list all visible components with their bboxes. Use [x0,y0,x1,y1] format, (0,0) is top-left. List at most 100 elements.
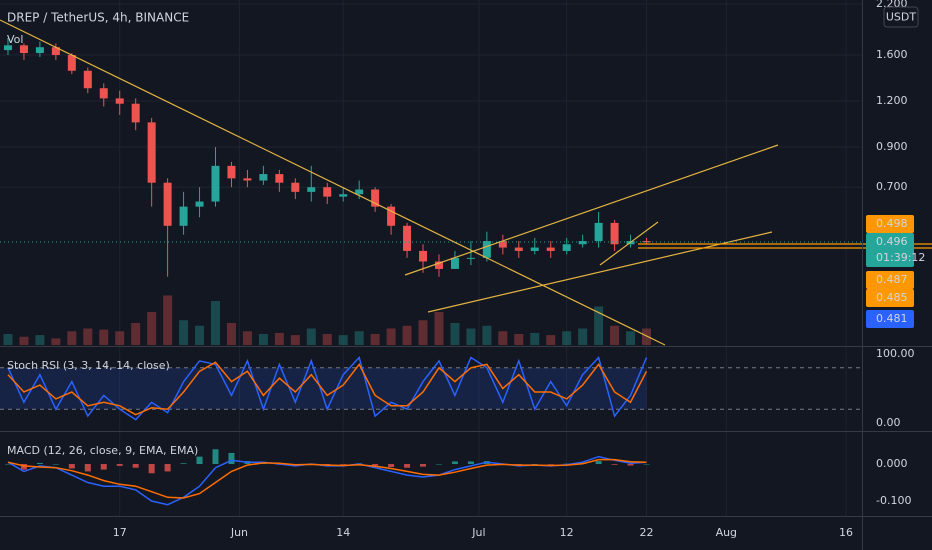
candle-body [51,47,60,56]
histogram-bar [420,464,427,467]
marks: 17 Jun 14 Jul 12 22 Aug 16 2.200 1.600 1.200 0.900 0… [3,0,915,539]
candle-body [482,241,491,258]
macd-title: MACD (12, 26, close, 9, EMA, EMA) [7,444,198,457]
volume-bar [274,332,284,345]
volume-bar [242,331,252,345]
candle-body [466,257,475,259]
volume-bar [19,336,29,345]
candle-body [147,122,156,183]
volume-bar [402,325,412,345]
volume-bar [434,312,444,345]
histogram-bar [100,464,107,470]
candle-body [19,45,28,54]
candle-body [291,182,300,192]
volume-bar [179,320,189,345]
candle-body [3,45,12,51]
y-tick-label: 100.00 [876,347,915,360]
price-tag [866,310,914,328]
histogram-bar [643,464,650,465]
volume-bar [163,295,173,345]
trend-line [0,19,666,346]
series-line [7,458,647,499]
candle-body [403,225,412,251]
volume-bar [338,335,348,345]
volume-bar [211,301,220,345]
candle-body [594,222,603,242]
histogram-bar [228,452,235,465]
histogram-bar [451,461,458,465]
currency-button[interactable] [883,6,919,28]
candle-body [179,206,188,226]
histogram-bar [52,464,59,465]
volume-label: Vol [7,33,23,46]
histogram-bar [164,464,171,472]
price-tag [866,289,914,307]
candle-body [99,88,108,99]
x-tick-label: 17 [113,526,127,539]
candle-body [195,201,204,207]
candle-body [35,47,44,54]
candle-body [546,247,555,251]
volume-bar [3,334,13,345]
y-tick-label: 0.900 [876,140,908,153]
y-tick-label: 1.600 [876,48,908,61]
candle-body [434,261,443,269]
price-tag [866,233,914,267]
histogram-bar [148,464,155,474]
volume-bar [578,328,588,345]
histogram-bar [180,463,187,465]
volume-bar [386,328,396,345]
volume-bar [466,328,476,345]
series-line [7,361,648,416]
volume-bar [642,328,651,345]
trend-line [404,144,779,276]
candle-body [530,247,539,251]
candle-body [514,247,523,251]
stoch-title: Stoch RSI (3, 3, 14, 14, close) [7,359,170,372]
candle-body [211,165,220,202]
volume-bar [354,331,364,345]
price-tags: 0.498 0.496 01:39:12 0.487 0.485 0.481 [866,215,925,328]
volume-bar [594,306,604,345]
countdown: 01:39:12 [876,251,925,264]
candle-body [578,241,587,245]
y-tick-label: -0.100 [876,494,911,507]
x-tick-label: 12 [560,526,574,539]
x-tick-label: Aug [716,526,737,539]
histogram-bar [547,464,554,465]
volume-bar [290,335,300,345]
x-tick-label: Jul [471,526,485,539]
candle-body [259,174,268,181]
trend-line [599,221,659,266]
volume-bar [147,312,157,345]
candle-body [275,174,284,183]
x-tick-label: 16 [839,526,853,539]
price-tag-label: 0.481 [876,312,908,325]
volume-bar [370,334,380,345]
x-tick-label: Jun [230,526,248,539]
currency-label[interactable]: USDT [886,11,917,24]
y-tick-label: 1.200 [876,94,908,107]
volume-bar [83,328,93,345]
volume-bar [514,334,524,345]
candle-body [562,244,571,251]
candle-body [610,222,619,245]
price-tag-label: 0.496 [876,235,908,248]
candle-body [450,257,459,269]
volume-bar [35,335,45,345]
candle-body [307,187,316,192]
candle-body [642,241,651,243]
histogram-bar [68,464,75,469]
histogram-bar [212,449,219,465]
volume-bar [530,332,540,345]
candle-body [419,250,428,262]
symbol-title: DREP / TetherUS, 4h, BINANCE [7,11,189,25]
histogram-bar [611,464,618,465]
histogram-bar [372,464,379,466]
histogram-bar [196,456,203,465]
histogram-bar [595,461,602,465]
price-tag [866,215,914,233]
